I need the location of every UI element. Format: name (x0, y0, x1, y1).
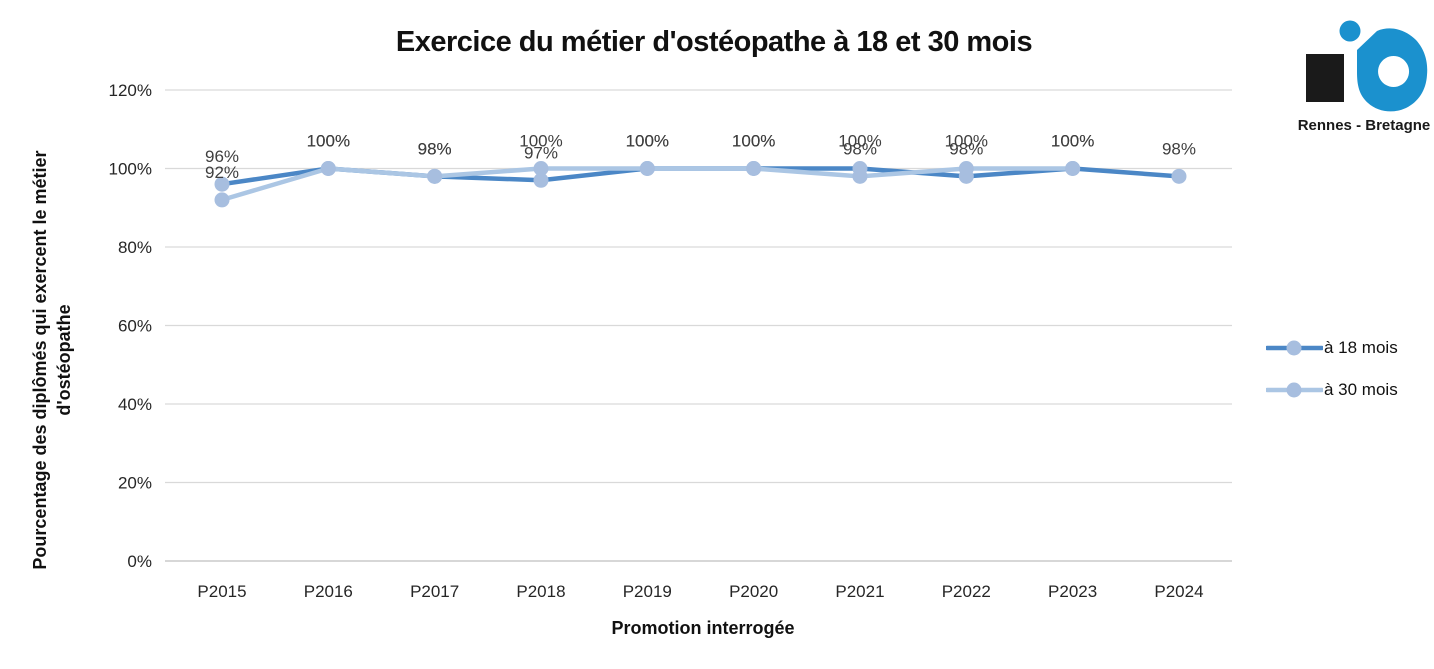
y-tick-label: 0% (127, 552, 152, 571)
x-tick-label: P2022 (942, 582, 991, 601)
data-point-label-s0: 96% (205, 147, 239, 166)
data-point-s1 (852, 168, 868, 184)
school-logo: Rennes - Bretagne (1298, 20, 1431, 134)
legend-label-18-mois: à 18 mois (1324, 338, 1398, 357)
data-point-label-s1: 98% (843, 139, 877, 158)
y-tick-label: 120% (109, 81, 152, 100)
legend-label-30-mois: à 30 mois (1324, 380, 1398, 399)
data-point-label-s1: 100% (626, 132, 669, 151)
chart-title: Exercice du métier d'ostéopathe à 18 et … (395, 26, 1033, 58)
data-point-label-s1: 100% (945, 132, 988, 151)
data-point-label-s0: 100% (1051, 132, 1094, 151)
data-point-label-s1: 100% (519, 132, 562, 151)
data-point-label-s1: 98% (418, 139, 452, 158)
x-tick-label: P2016 (304, 582, 353, 601)
data-point-label-s0: 100% (838, 132, 881, 151)
legend-entry-18-mois[interactable]: à 18 mois (1266, 338, 1398, 358)
legend: à 18 mois à 30 mois (1266, 338, 1398, 422)
data-point-s0 (214, 176, 230, 192)
data-point-label-s0: 98% (1162, 139, 1196, 158)
data-point-label-s1: 100% (1051, 132, 1094, 151)
data-point-label-s0: 100% (732, 132, 775, 151)
x-tick-label: P2015 (197, 582, 246, 601)
data-point-label-s0: 100% (307, 132, 350, 151)
y-tick-label: 40% (118, 395, 152, 414)
data-point-s1 (320, 161, 336, 176)
logo-o-icon (1357, 28, 1428, 112)
y-tick-label: 20% (118, 474, 152, 493)
data-point-label-s1: 100% (307, 132, 350, 151)
data-point-s0 (533, 172, 549, 188)
y-tick-label: 60% (118, 317, 152, 336)
data-point-label-s0: 98% (418, 139, 452, 158)
legend-line-marker-icon (1266, 382, 1323, 398)
legend-entry-30-mois[interactable]: à 30 mois (1266, 380, 1398, 400)
logo-text: Rennes - Bretagne (1298, 117, 1431, 134)
logo-i-dot-icon (1339, 20, 1361, 42)
x-axis-title: Promotion interrogée (611, 618, 795, 638)
data-point-s1 (639, 161, 655, 176)
x-tick-label: P2024 (1154, 582, 1203, 601)
y-tick-label: 100% (109, 160, 152, 179)
legend-line-marker-icon (1266, 340, 1323, 356)
y-tick-label: 80% (118, 238, 152, 257)
x-tick-label: P2018 (516, 582, 565, 601)
logo-black-square (1306, 54, 1344, 102)
data-point-s1 (427, 168, 443, 184)
data-point-s0 (1171, 168, 1187, 184)
x-tick-label: P2017 (410, 582, 459, 601)
data-point-label-s0: 98% (949, 139, 983, 158)
x-tick-label: P2020 (729, 582, 778, 601)
data-point-s1 (533, 161, 549, 176)
data-point-s1 (214, 192, 230, 208)
data-point-label-s0: 100% (626, 132, 669, 151)
x-tick-label: P2021 (835, 582, 884, 601)
x-tick-label: P2019 (623, 582, 672, 601)
data-point-label-s0: 97% (524, 143, 558, 162)
x-tick-label: P2023 (1048, 582, 1097, 601)
data-point-s1 (746, 161, 762, 176)
data-point-s1 (1065, 161, 1081, 176)
data-point-label-s1: 100% (732, 132, 775, 151)
data-point-label-s1: 92% (205, 163, 239, 182)
data-point-s1 (958, 161, 974, 176)
